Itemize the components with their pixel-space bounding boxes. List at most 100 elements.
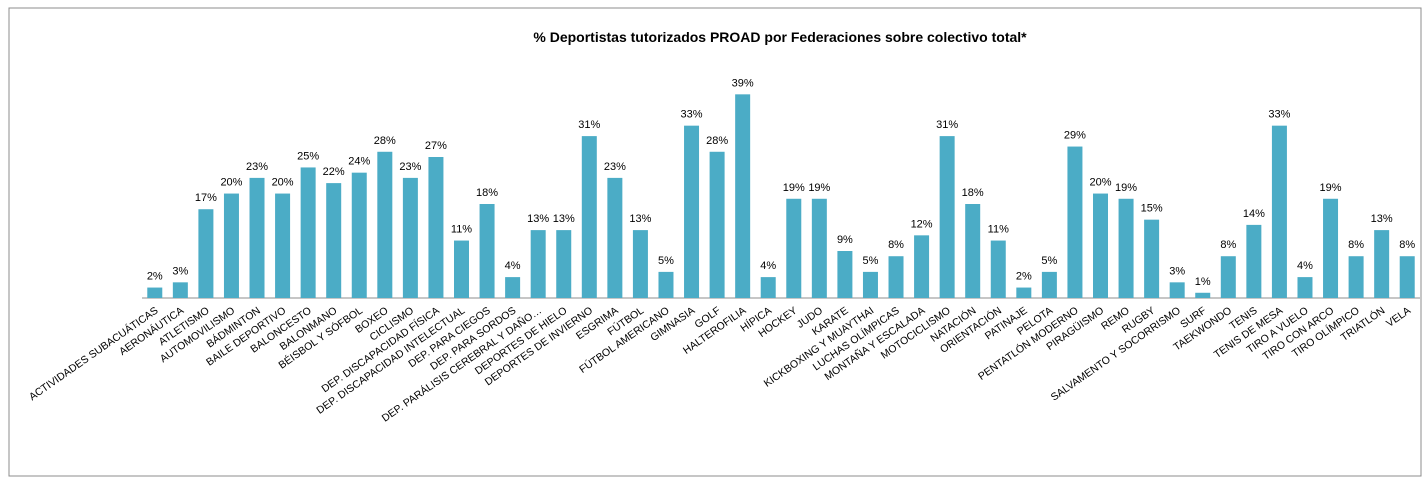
bar — [377, 151, 393, 298]
data-label: 13% — [527, 213, 549, 225]
bar — [249, 177, 265, 298]
bar — [709, 151, 725, 298]
data-label: 39% — [732, 77, 754, 89]
bar — [1374, 230, 1390, 298]
bar — [914, 235, 930, 298]
bar — [735, 94, 751, 298]
data-label: 25% — [297, 150, 319, 162]
data-label: 3% — [1169, 265, 1185, 277]
bar — [888, 256, 904, 298]
bar — [505, 277, 521, 298]
bar — [658, 271, 674, 298]
bar — [351, 172, 367, 298]
bar — [530, 230, 546, 298]
data-label: 23% — [604, 161, 626, 173]
data-label: 31% — [936, 119, 958, 131]
data-label: 29% — [1064, 130, 1086, 142]
bar — [402, 177, 418, 298]
data-label: 13% — [553, 213, 575, 225]
bar — [1271, 125, 1287, 299]
bar — [581, 136, 597, 298]
bar — [454, 240, 469, 298]
bar — [479, 204, 495, 298]
bar — [990, 240, 1006, 298]
data-label: 5% — [863, 255, 879, 267]
bar — [1118, 198, 1134, 298]
bar — [1093, 193, 1108, 298]
data-label: 2% — [1016, 271, 1032, 283]
bar — [1016, 287, 1032, 298]
chart-title: % Deportistas tutorizados PROAD por Fede… — [533, 29, 1027, 45]
data-label: 8% — [888, 239, 904, 251]
data-label: 1% — [1195, 276, 1211, 288]
bar — [1297, 277, 1313, 298]
data-label: 19% — [783, 182, 805, 194]
bar — [198, 209, 214, 298]
data-label: 12% — [911, 218, 933, 230]
data-label: 8% — [1348, 239, 1364, 251]
data-label: 18% — [962, 187, 984, 199]
data-label: 24% — [348, 156, 370, 168]
data-label: 17% — [195, 192, 217, 204]
data-label: 18% — [476, 187, 498, 199]
data-label: 9% — [837, 234, 853, 246]
bar — [760, 277, 776, 298]
bar — [939, 136, 955, 298]
data-label: 23% — [246, 161, 268, 173]
bar — [786, 198, 802, 298]
data-label: 20% — [220, 177, 242, 189]
data-label: 20% — [272, 177, 294, 189]
bar — [1220, 256, 1236, 298]
bar — [275, 193, 291, 298]
bar — [326, 183, 342, 298]
bar — [811, 198, 827, 298]
data-label: 8% — [1399, 239, 1415, 251]
bar — [556, 230, 572, 298]
data-label: 22% — [323, 166, 345, 178]
bar — [632, 230, 648, 298]
bar — [300, 167, 316, 298]
data-label: 4% — [505, 260, 521, 272]
data-label: 5% — [658, 255, 674, 267]
bar — [1195, 292, 1211, 298]
bar — [607, 177, 623, 298]
data-label: 33% — [1268, 109, 1290, 121]
bar — [1169, 282, 1185, 298]
bar — [428, 157, 444, 298]
bar — [1067, 146, 1083, 298]
data-label: 31% — [578, 119, 600, 131]
bar — [837, 251, 853, 298]
bar — [1041, 271, 1057, 298]
data-label: 5% — [1041, 255, 1057, 267]
data-label: 2% — [147, 271, 163, 283]
data-label: 8% — [1220, 239, 1236, 251]
data-label: 20% — [1089, 177, 1111, 189]
bar — [223, 193, 239, 298]
bar — [862, 271, 878, 298]
bar — [1399, 256, 1415, 298]
bar — [1246, 224, 1262, 298]
data-label: 13% — [1371, 213, 1393, 225]
bar — [172, 282, 188, 298]
data-label: 23% — [399, 161, 421, 173]
bar — [965, 204, 981, 298]
data-label: 4% — [1297, 260, 1313, 272]
data-label: 3% — [172, 265, 188, 277]
bar — [1348, 256, 1364, 298]
data-label: 11% — [451, 224, 472, 236]
bar — [1323, 198, 1339, 298]
data-label: 19% — [808, 182, 830, 194]
bar — [1144, 219, 1160, 298]
data-label: 27% — [425, 140, 447, 152]
bar — [147, 287, 163, 298]
data-label: 28% — [374, 135, 396, 147]
bar — [684, 125, 700, 299]
data-label: 4% — [760, 260, 776, 272]
data-label: 19% — [1320, 182, 1342, 194]
data-label: 11% — [988, 224, 1009, 236]
data-label: 19% — [1115, 182, 1137, 194]
data-label: 14% — [1243, 208, 1265, 220]
data-label: 13% — [629, 213, 651, 225]
data-label: 15% — [1141, 203, 1163, 215]
